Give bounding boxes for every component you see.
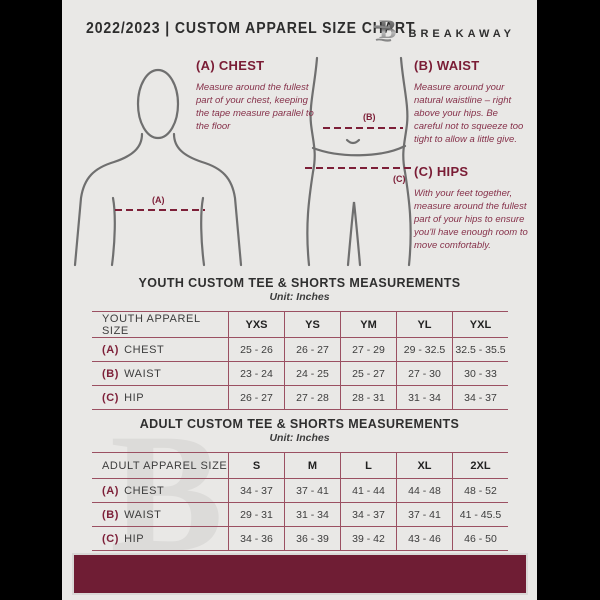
- row-label: (A) CHEST: [102, 484, 165, 497]
- hips-guide-text: With your feet together, measure around …: [414, 188, 528, 251]
- waist-marker-label: (B): [363, 112, 376, 122]
- row-label: (A) CHEST: [102, 343, 165, 356]
- value-cell: 27 - 29: [340, 338, 396, 361]
- value-cell: 39 - 42: [340, 527, 396, 550]
- header-cell-ym: YM: [340, 312, 396, 337]
- header-cell-l: L: [340, 453, 396, 478]
- value-cell: 31 - 34: [284, 503, 340, 526]
- value-cell: 36 - 39: [284, 527, 340, 550]
- value-cell: 44 - 48: [396, 479, 452, 502]
- header-cell-yxs: YXS: [228, 312, 284, 337]
- adult-section-title: ADULT CUSTOM TEE & SHORTS MEASUREMENTS: [139, 417, 460, 431]
- hips-guide-heading: (C) HIPS: [414, 164, 469, 179]
- header-cell-size: ADULT APPAREL SIZE: [102, 459, 228, 472]
- value-cell: 32.5 - 35.5: [452, 338, 508, 361]
- youth-size-table: YOUTH APPAREL SIZE YXS YS YM YL YXL (A) C…: [92, 311, 508, 410]
- header-cell-yxl: YXL: [452, 312, 508, 337]
- youth-unit-label: Unit: Inches: [269, 291, 330, 303]
- navel-mark: [345, 138, 361, 145]
- value-cell: 41 - 45.5: [452, 503, 508, 526]
- adult-unit-label: Unit: Inches: [269, 432, 330, 444]
- value-cell: 34 - 37: [452, 386, 508, 409]
- breakaway-logo-icon: B: [373, 15, 396, 44]
- footer-accent-bar: [72, 553, 528, 595]
- svg-text:B: B: [379, 15, 396, 44]
- header-cell-size: YOUTH APPAREL SIZE: [102, 312, 201, 337]
- value-cell: 34 - 37: [228, 479, 284, 502]
- adult-size-table: ADULT APPAREL SIZE S M L XL 2XL (A) CHEST…: [92, 452, 508, 551]
- value-cell: 27 - 28: [284, 386, 340, 409]
- table-row-chest: (A) CHEST 25 - 26 26 - 27 27 - 29 29 - 32…: [92, 338, 508, 362]
- waist-guide: (B) WAIST Measure around your natural wa…: [414, 58, 524, 146]
- value-cell: 23 - 24: [228, 362, 284, 385]
- table-row-waist: (B) WAIST 29 - 31 31 - 34 34 - 37 37 - 41…: [92, 503, 508, 527]
- chest-guide-text: Measure around the fullest part of your …: [196, 82, 314, 132]
- header-cell-ys: YS: [284, 312, 340, 337]
- value-cell: 34 - 37: [340, 503, 396, 526]
- torso-figure: (A): [73, 68, 243, 267]
- value-cell: 30 - 33: [452, 362, 508, 385]
- brand-lockup: B BREAKAWAY: [372, 14, 516, 46]
- value-cell: 27 - 30: [396, 362, 452, 385]
- background-watermark-letter: B: [110, 399, 224, 587]
- hips-figure: (B) (C): [305, 56, 415, 267]
- value-cell: 29 - 32.5: [396, 338, 452, 361]
- row-label: (B) WAIST: [102, 367, 162, 380]
- header-cell-yl: YL: [396, 312, 452, 337]
- table-row-hip: (C) HIP 34 - 36 36 - 39 39 - 42 43 - 46 4…: [92, 527, 508, 551]
- chest-marker-label: (A): [152, 195, 165, 205]
- brand-name: BREAKAWAY: [408, 28, 515, 40]
- header-cell-s: S: [228, 453, 284, 478]
- chest-guide: (A) CHEST Measure around the fullest par…: [196, 58, 314, 133]
- value-cell: 24 - 25: [284, 362, 340, 385]
- value-cell: 34 - 36: [228, 527, 284, 550]
- value-cell: 28 - 31: [340, 386, 396, 409]
- value-cell: 25 - 27: [340, 362, 396, 385]
- value-cell: 29 - 31: [228, 503, 284, 526]
- value-cell: 43 - 46: [396, 527, 452, 550]
- table-row-chest: (A) CHEST 34 - 37 37 - 41 41 - 44 44 - 48…: [92, 479, 508, 503]
- table-header-row: YOUTH APPAREL SIZE YXS YS YM YL YXL: [92, 311, 508, 338]
- value-cell: 46 - 50: [452, 527, 508, 550]
- youth-section-title: YOUTH CUSTOM TEE & SHORTS MEASUREMENTS: [138, 276, 461, 290]
- header-cell-m: M: [284, 453, 340, 478]
- chest-guide-heading: (A) CHEST: [196, 58, 265, 73]
- value-cell: 26 - 27: [228, 386, 284, 409]
- document-canvas: 2022/2023 | CUSTOM APPAREL SIZE CHART B …: [62, 0, 537, 600]
- header-cell-2xl: 2XL: [452, 453, 508, 478]
- table-row-hip: (C) HIP 26 - 27 27 - 28 28 - 31 31 - 34 3…: [92, 386, 508, 410]
- page-title: 2022/2023 | CUSTOM APPAREL SIZE CHART: [86, 20, 416, 37]
- row-label: (C) HIP: [102, 532, 145, 545]
- waist-guide-heading: (B) WAIST: [414, 58, 480, 73]
- value-cell: 48 - 52: [452, 479, 508, 502]
- table-header-row: ADULT APPAREL SIZE S M L XL 2XL: [92, 452, 508, 479]
- value-cell: 31 - 34: [396, 386, 452, 409]
- table-row-waist: (B) WAIST 23 - 24 24 - 25 25 - 27 27 - 30…: [92, 362, 508, 386]
- value-cell: 41 - 44: [340, 479, 396, 502]
- value-cell: 37 - 41: [284, 479, 340, 502]
- row-label: (B) WAIST: [102, 508, 162, 521]
- value-cell: 26 - 27: [284, 338, 340, 361]
- header-cell-xl: XL: [396, 453, 452, 478]
- waist-guide-text: Measure around your natural waistline – …: [414, 82, 524, 145]
- value-cell: 37 - 41: [396, 503, 452, 526]
- row-label: (C) HIP: [102, 391, 145, 404]
- value-cell: 25 - 26: [228, 338, 284, 361]
- hips-guide: (C) HIPS With your feet together, measur…: [414, 164, 530, 252]
- hips-marker-label: (C): [393, 174, 406, 184]
